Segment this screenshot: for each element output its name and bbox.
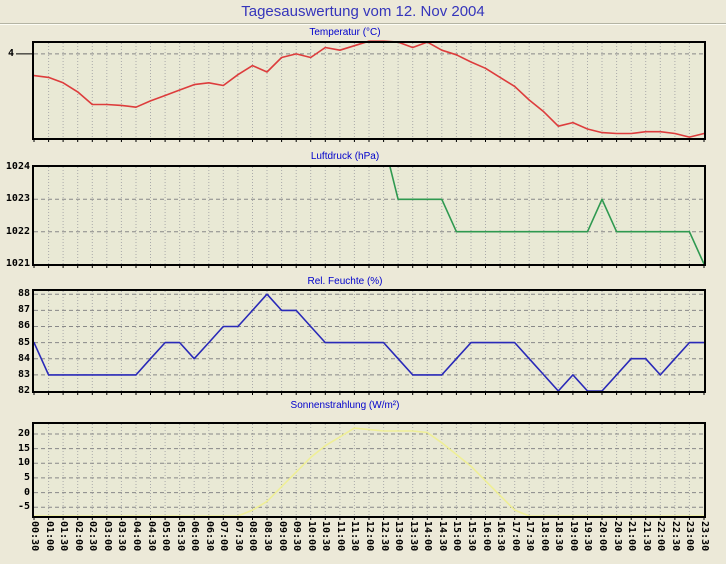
xtick-label: 04:00: [131, 521, 142, 552]
chart-title-temperatur: Temperatur (°C): [309, 27, 381, 38]
xtick-label: 10:30: [320, 521, 331, 552]
xtick-label: 05:00: [160, 521, 171, 552]
plot-bg-rel-feuchte: [33, 290, 705, 392]
xtick-label: 02:00: [73, 521, 84, 552]
plot-frame-temperatur: [32, 41, 706, 140]
xtick-label: 22:00: [655, 521, 666, 552]
ytick-label-luftdruck: 1024: [5, 161, 30, 172]
xtick-label: 01:00: [44, 521, 55, 552]
ytick-label-rel-feuchte: 87: [17, 304, 30, 315]
xtick-label: 20:00: [597, 521, 608, 552]
xtick-label: 18:00: [539, 521, 550, 552]
plot-frame-rel-feuchte: [32, 289, 706, 393]
xtick-label: 11:30: [349, 521, 360, 552]
xtick-label: 07:30: [233, 521, 244, 552]
xtick-label: 07:00: [218, 521, 229, 552]
xtick-label: 13:00: [393, 521, 404, 552]
plot-frame-sonnenstrahlung: [32, 422, 706, 518]
ytick-label-sonnenstrahlung: 0: [23, 487, 30, 498]
xtick-label: 23:30: [699, 521, 710, 552]
xtick-label: 11:00: [335, 521, 346, 552]
xtick-label: 18:30: [553, 521, 564, 552]
xtick-label: 06:00: [189, 521, 200, 552]
xtick-label: 03:30: [116, 521, 127, 552]
ytick-label-rel-feuchte: 85: [17, 337, 30, 348]
xtick-label: 15:30: [466, 521, 477, 552]
xtick-label: 13:30: [408, 521, 419, 552]
page-title: Tagesauswertung vom 12. Nov 2004: [241, 3, 485, 20]
ytick-label-rel-feuchte: 86: [17, 320, 30, 331]
chart-title-rel-feuchte: Rel. Feuchte (%): [307, 276, 383, 287]
xtick-label: 04:30: [146, 521, 157, 552]
xtick-label: 05:30: [175, 521, 186, 552]
xtick-label: 21:00: [626, 521, 637, 552]
ytick-label-sonnenstrahlung: 10: [17, 457, 30, 468]
chart-title-sonnenstrahlung: Sonnenstrahlung (W/m²): [290, 400, 400, 411]
ytick-label-rel-feuchte: 84: [17, 353, 30, 364]
chart-title-luftdruck: Luftdruck (hPa): [310, 151, 380, 162]
ytick-label-sonnenstrahlung: -5: [17, 501, 30, 512]
ytick-label-sonnenstrahlung: 20: [17, 428, 30, 439]
xtick-label: 08:00: [247, 521, 258, 552]
ytick-label-luftdruck: 1021: [5, 258, 30, 269]
xtick-label: 12:30: [379, 521, 390, 552]
xtick-label: 12:00: [364, 521, 375, 552]
xtick-label: 08:30: [262, 521, 273, 552]
xtick-label: 19:30: [582, 521, 593, 552]
ytick-label-rel-feuchte: 88: [17, 288, 30, 299]
xtick-label: 14:30: [437, 521, 448, 552]
xtick-label: 03:00: [102, 521, 113, 552]
xtick-label: 00:30: [29, 521, 40, 552]
xtick-label: 16:00: [481, 521, 492, 552]
ytick-label-sonnenstrahlung: 15: [17, 443, 30, 454]
xtick-label: 17:00: [510, 521, 521, 552]
ytick-label-temperatur: 4: [7, 48, 14, 59]
xtick-label: 10:00: [306, 521, 317, 552]
plot-frame-luftdruck: [32, 165, 706, 266]
xtick-label: 23:00: [684, 521, 695, 552]
ytick-label-luftdruck: 1023: [5, 193, 30, 204]
ytick-label-rel-feuchte: 83: [17, 369, 30, 380]
xtick-label: 15:00: [451, 521, 462, 552]
xtick-label: 01:30: [58, 521, 69, 552]
xtick-label: 17:30: [524, 521, 535, 552]
xtick-label: 14:00: [422, 521, 433, 552]
xtick-label: 09:00: [277, 521, 288, 552]
xtick-label: 19:00: [568, 521, 579, 552]
series-luftdruck: [389, 167, 704, 264]
xtick-label: 16:30: [495, 521, 506, 552]
ytick-label-sonnenstrahlung: 5: [23, 472, 30, 483]
xtick-label: 09:30: [291, 521, 302, 552]
title-divider: [0, 23, 726, 25]
xtick-label: 21:30: [641, 521, 652, 552]
ytick-label-luftdruck: 1022: [5, 226, 30, 237]
series-line-luftdruck: [389, 167, 704, 264]
xtick-label: 02:30: [87, 521, 98, 552]
xtick-label: 06:30: [204, 521, 215, 552]
ytick-label-rel-feuchte: 82: [17, 385, 30, 396]
xtick-label: 22:30: [670, 521, 681, 552]
xtick-label: 20:30: [612, 521, 623, 552]
